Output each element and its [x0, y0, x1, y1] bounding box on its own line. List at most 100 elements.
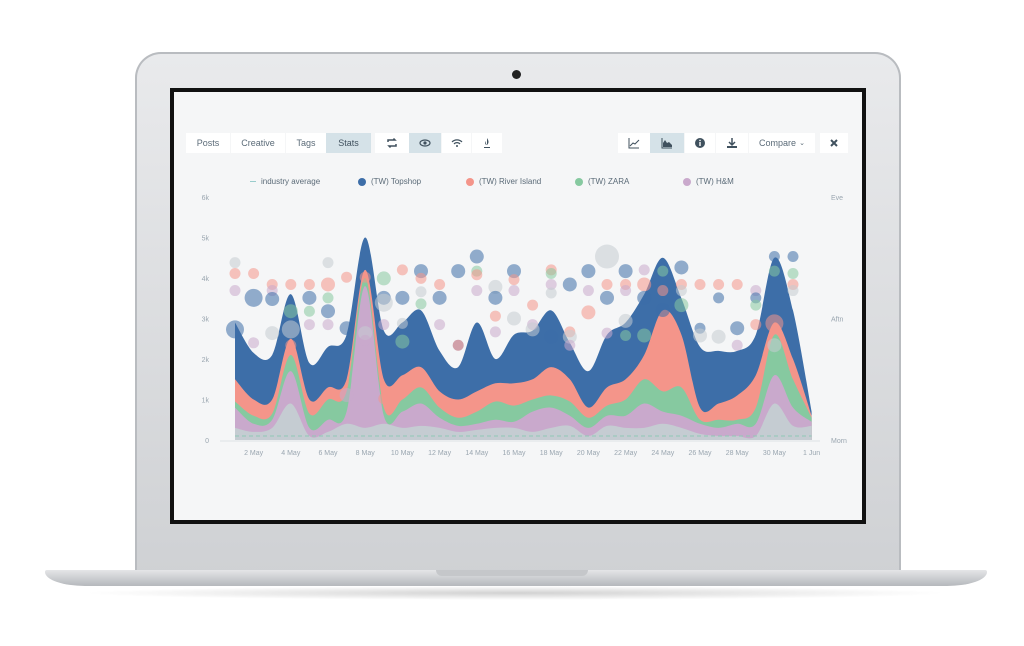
y-tick-label: 4k [202, 276, 210, 283]
bubble [730, 321, 745, 336]
x-tick-label: 2 May [244, 450, 264, 457]
bubble [674, 260, 689, 275]
bubble [507, 311, 521, 326]
bubble [415, 298, 427, 310]
bubble [525, 322, 540, 337]
bubble [694, 278, 706, 290]
info-button[interactable] [685, 133, 715, 153]
x-tick-label: 24 May [651, 450, 674, 457]
y-tick-label: 0 [205, 438, 209, 445]
bubble [432, 290, 447, 305]
bubble [303, 319, 315, 331]
flame-button[interactable] [472, 133, 502, 153]
bubble [711, 329, 726, 344]
compare-dropdown[interactable]: Compare ⌄ [749, 133, 815, 153]
tab-posts[interactable]: Posts [186, 133, 230, 153]
bubble [281, 320, 300, 339]
download-button[interactable] [716, 133, 748, 153]
bubble [303, 278, 315, 290]
bubble [595, 244, 619, 269]
bubble [322, 319, 334, 331]
x-tick-label: 4 May [281, 450, 301, 457]
bubble [693, 328, 707, 343]
bubble [508, 274, 520, 286]
area-chart-button[interactable] [650, 133, 684, 153]
bubble [750, 319, 762, 331]
laptop-shadow [80, 586, 950, 600]
x-tick-label: 18 May [540, 450, 563, 457]
legend-zara[interactable]: (TW) ZARA [575, 177, 629, 186]
legend-hm[interactable]: (TW) H&M [683, 177, 734, 186]
bubble [637, 290, 652, 305]
bubble [657, 285, 669, 297]
legend-label: industry average [261, 177, 321, 186]
bubble [787, 251, 799, 263]
bubble [750, 299, 762, 311]
bubble [675, 285, 687, 297]
y2-tick-label: Aftn [831, 317, 844, 324]
bubble [339, 321, 354, 336]
bubble [581, 264, 596, 279]
bubble [765, 314, 784, 333]
bubble [600, 290, 614, 305]
bubble [527, 299, 539, 311]
x-tick-label: 20 May [577, 450, 600, 457]
bubble [731, 339, 743, 351]
bubble [229, 268, 241, 280]
bubble [787, 268, 799, 280]
bubble [434, 319, 446, 331]
bubble [229, 257, 241, 269]
bubble [283, 304, 298, 319]
bubble [226, 320, 244, 339]
bubble [655, 302, 670, 317]
x-tick-label: 22 May [614, 450, 637, 457]
bubble [339, 388, 354, 403]
bubble [768, 251, 780, 263]
tab-creative[interactable]: Creative [231, 133, 285, 153]
bubble [374, 293, 393, 312]
x-tick-label: 16 May [503, 450, 526, 457]
x-tick-label: 28 May [726, 450, 749, 457]
retweet-button[interactable] [375, 133, 409, 153]
wifi-icon [451, 139, 462, 147]
bubble [620, 330, 632, 342]
bubble [285, 278, 297, 290]
bubble [488, 279, 503, 294]
line-chart-button[interactable] [618, 133, 650, 153]
y-tick-label: 2k [202, 357, 210, 364]
bubble [415, 286, 427, 298]
bubble [285, 339, 297, 351]
bubble [469, 249, 484, 264]
bubble [378, 319, 390, 331]
x-tick-label: 6 May [318, 450, 338, 457]
bubble [657, 331, 669, 343]
y2-tick-label: Morn [831, 438, 847, 445]
bubble [545, 268, 557, 280]
eye-button[interactable] [409, 133, 441, 153]
bubble [713, 292, 725, 304]
bubble [415, 272, 427, 284]
legend-river-island[interactable]: (TW) River Island [466, 177, 541, 186]
bubble [564, 339, 576, 351]
bubble [359, 334, 371, 346]
retweet-icon [387, 137, 397, 149]
area-chart-icon [661, 138, 672, 149]
x-tick-label: 10 May [391, 450, 414, 457]
close-icon [830, 139, 838, 147]
bubble [321, 277, 335, 292]
bubble [731, 278, 743, 290]
tab-stats[interactable]: Stats [326, 133, 371, 153]
close-button[interactable] [820, 133, 848, 153]
laptop-notch [436, 570, 588, 576]
wifi-button[interactable] [442, 133, 471, 153]
legend-industry-average[interactable]: industry average [250, 177, 320, 186]
bubble [768, 265, 780, 277]
tab-tags[interactable]: Tags [286, 133, 326, 153]
bubble [359, 271, 371, 283]
bubble [265, 326, 280, 341]
legend-label: (TW) H&M [696, 177, 734, 186]
bubble [674, 298, 689, 313]
legend-topshop[interactable]: (TW) Topshop [358, 177, 421, 186]
bubble [637, 277, 652, 292]
bubble [657, 265, 669, 277]
